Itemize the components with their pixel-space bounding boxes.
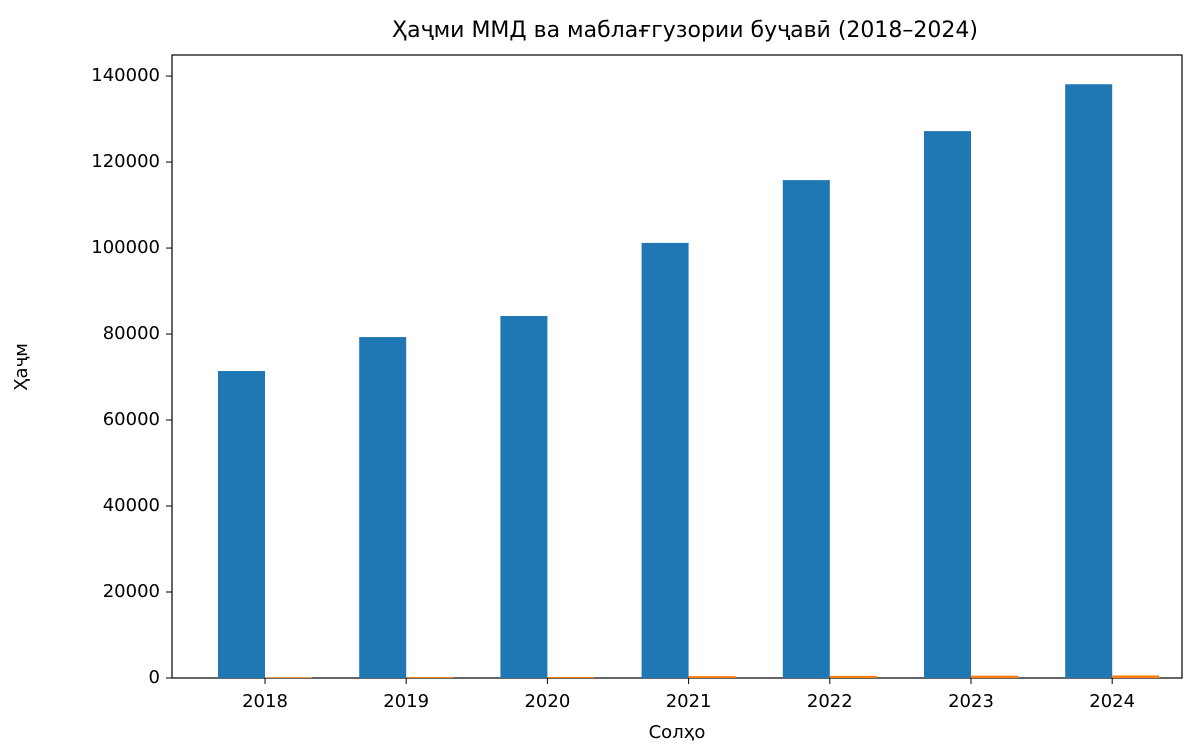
y-axis-label: Ҳаҷм <box>11 343 32 391</box>
x-axis-label: Солҳо <box>649 722 706 743</box>
bar <box>265 677 312 678</box>
y-tick-label: 20000 <box>103 581 160 602</box>
y-tick-label: 140000 <box>91 65 160 86</box>
y-tick-label: 80000 <box>103 323 160 344</box>
bar <box>1112 675 1160 678</box>
y-tick-label: 120000 <box>91 151 160 172</box>
bar <box>500 315 548 678</box>
bar <box>218 371 265 678</box>
bar <box>359 337 407 678</box>
y-tick-label: 40000 <box>103 495 160 516</box>
bar <box>688 676 736 678</box>
bar <box>829 675 877 678</box>
y-tick-label: 60000 <box>103 409 160 430</box>
bar <box>971 675 1018 678</box>
x-tick-label: 2019 <box>383 691 429 712</box>
x-tick-label: 2022 <box>807 691 853 712</box>
bar <box>1065 84 1113 679</box>
bar <box>641 242 689 678</box>
x-tick-label: 2023 <box>948 691 994 712</box>
x-tick-label: 2021 <box>666 691 712 712</box>
bar <box>782 180 830 678</box>
x-tick-label: 2018 <box>242 691 288 712</box>
chart-title: Ҳаҷми ММД ва маблағгузории буҷавӣ (2018–… <box>392 18 978 43</box>
x-tick-label: 2024 <box>1089 691 1135 712</box>
y-tick-label: 100000 <box>91 237 160 258</box>
bar <box>406 677 454 678</box>
y-tick-label: 0 <box>149 667 160 688</box>
x-tick-label: 2020 <box>524 691 570 712</box>
bar <box>924 131 971 679</box>
bar <box>547 676 595 678</box>
